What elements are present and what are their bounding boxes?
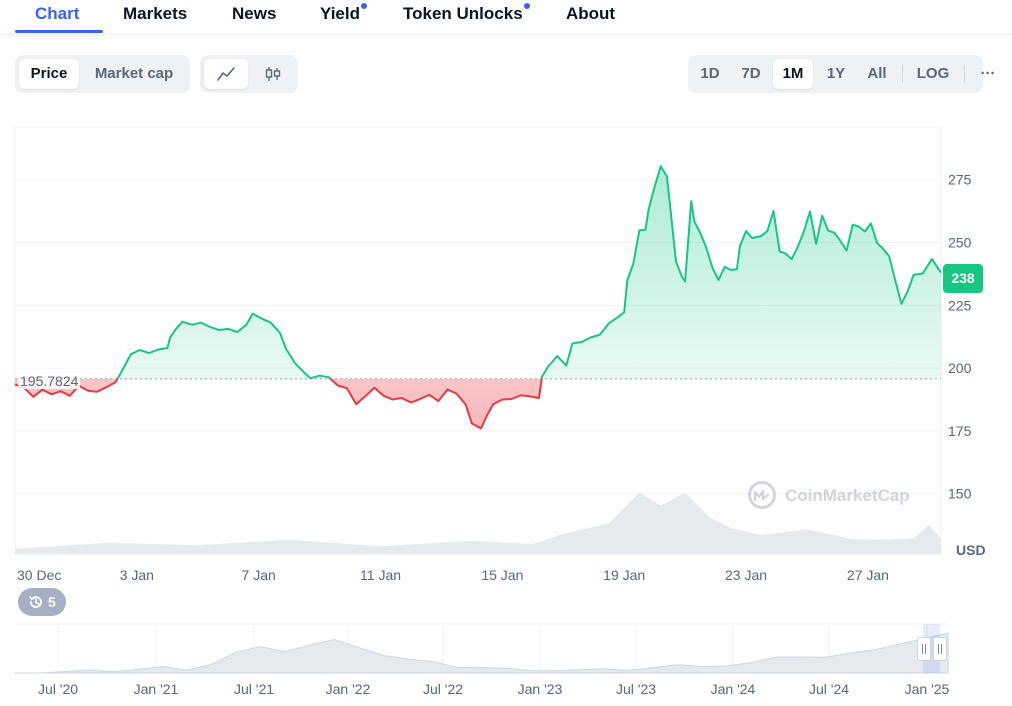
active-tab-indicator [15, 30, 103, 33]
area-below-baseline [15, 378, 542, 429]
overview-tick-label: Jan '24 [711, 681, 756, 697]
more-options-button[interactable]: ··· [980, 65, 996, 82]
tab-news[interactable]: News [232, 4, 277, 23]
x-tick-label: 15 Jan [481, 567, 523, 583]
range-7d-button[interactable]: 7D [741, 65, 761, 82]
top-tab-bar: Chart Markets News Yield Token Unlocks A… [0, 0, 1012, 35]
navigator-left-handle[interactable] [917, 637, 931, 661]
coinmarketcap-logo-icon [748, 481, 776, 509]
overview-tick-label: Jul '22 [423, 681, 463, 697]
x-tick-label: 30 Dec [17, 567, 61, 583]
y-tick-label: 200 [948, 360, 972, 376]
navigator-right-handle[interactable] [933, 637, 947, 661]
history-button[interactable]: 5 [18, 588, 66, 616]
candlestick-chart-button[interactable] [252, 59, 294, 89]
overview-tick-label: Jan '22 [326, 681, 371, 697]
range-1m-button[interactable]: 1M [773, 59, 813, 89]
history-clock-icon [29, 596, 42, 608]
overview-tick-label: Jul '24 [809, 681, 849, 697]
x-tick-label: 7 Jan [242, 567, 276, 583]
x-tick-label: 11 Jan [360, 567, 401, 583]
tab-token-unlocks[interactable]: Token Unlocks [403, 3, 530, 24]
notification-dot-icon [361, 3, 367, 9]
price-line [14, 165, 942, 430]
y-tick-label: 150 [948, 486, 972, 502]
watermark: CoinMarketCap [747, 480, 910, 510]
overview-navigator[interactable]: Jul '20 Jan '21 Jul '21 Jan '22 Jul '22 Jan '… [15, 623, 950, 697]
overview-tick-label: Jan '21 [134, 681, 179, 697]
tab-about[interactable]: About [566, 4, 616, 23]
range-1y-button[interactable]: 1Y [826, 65, 846, 82]
x-axis-labels: 30 Dec 3 Jan 7 Jan 11 Jan 15 Jan 19 Jan 23 Jan… [17, 567, 889, 583]
range-divider [902, 65, 903, 83]
overview-tick-label: Jul '20 [38, 681, 78, 697]
overview-tick-label: Jan '23 [518, 681, 563, 697]
time-range-selector: 1D 7D 1M 1Y All LOG ··· [688, 55, 996, 93]
range-all-button[interactable]: All [867, 65, 887, 82]
reference-price-label: 195.7824 [18, 373, 81, 389]
tab-yield[interactable]: Yield [320, 3, 367, 24]
y-tick-label: 225 [948, 297, 972, 313]
price-toggle-button[interactable]: Price [19, 59, 79, 89]
overview-tick-label: Jul '23 [616, 681, 656, 697]
overview-tick-label: Jan '25 [905, 681, 950, 697]
metric-toggle: Price Market cap [15, 55, 190, 93]
notification-dot-icon [523, 3, 530, 9]
line-chart-button[interactable] [204, 59, 248, 89]
chart-style-toggle [200, 55, 298, 93]
y-tick-label: 250 [948, 235, 972, 251]
volume-shape [15, 492, 941, 554]
y-tick-label: 175 [948, 423, 972, 439]
current-price-badge: 238 [943, 264, 983, 293]
candlestick-icon [265, 67, 281, 81]
range-divider [964, 65, 965, 83]
price-area [15, 166, 941, 429]
volume-area [15, 492, 941, 554]
tab-markets[interactable]: Markets [123, 4, 188, 23]
currency-label: USD [956, 542, 986, 558]
x-tick-label: 19 Jan [603, 567, 645, 583]
y-tick-label: 275 [948, 172, 972, 188]
x-tick-label: 3 Jan [120, 567, 154, 583]
overview-area [15, 632, 949, 674]
market-cap-toggle-button[interactable]: Market cap [94, 65, 174, 82]
log-scale-button[interactable]: LOG [916, 65, 950, 82]
x-tick-label: 23 Jan [725, 567, 767, 583]
tab-chart[interactable]: Chart [35, 4, 80, 23]
price-line-up [116, 165, 942, 379]
range-1d-button[interactable]: 1D [700, 65, 720, 82]
overview-tick-label: Jul '21 [234, 681, 274, 697]
y-axis-labels: 150 175 200 225 250 275 [948, 172, 972, 502]
x-tick-label: 27 Jan [847, 567, 889, 583]
line-chart-icon [217, 67, 235, 81]
